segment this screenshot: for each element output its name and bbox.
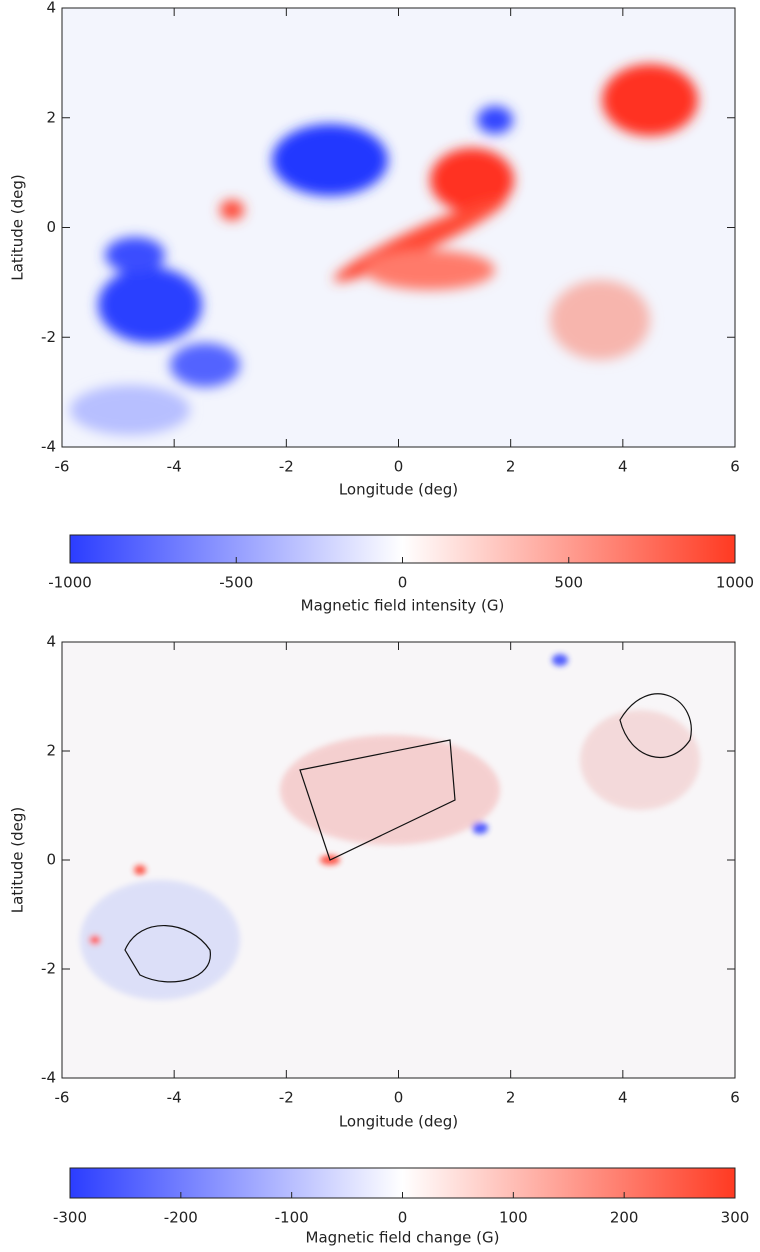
x-tick-label: 2 <box>506 458 516 476</box>
y-tick-label: 2 <box>46 742 56 760</box>
colorbar-label: Magnetic field change (G) <box>306 1229 500 1247</box>
y-tick-label: -4 <box>41 438 56 456</box>
x-tick-label: 6 <box>730 458 740 476</box>
x-tick-label: -2 <box>279 1089 294 1107</box>
x-tick-label: 2 <box>506 1089 516 1107</box>
colorbar-tick-label: 0 <box>398 574 408 592</box>
x-tick-label: -4 <box>167 1089 182 1107</box>
colorbar-tick-label: 200 <box>610 1209 639 1227</box>
x-tick-label: -6 <box>55 458 70 476</box>
y-tick-label: -2 <box>41 328 56 346</box>
x-axis-label: Longitude (deg) <box>339 481 458 499</box>
x-tick-label: -6 <box>55 1089 70 1107</box>
y-tick-label: -2 <box>41 960 56 978</box>
y-axis-label: Latitude (deg) <box>9 807 27 913</box>
colorbar-tick-label: -100 <box>275 1209 309 1227</box>
colorbar-tick-label: -300 <box>53 1209 87 1227</box>
colorbar-tick-label: -1000 <box>48 574 92 592</box>
y-tick-label: 0 <box>46 218 56 236</box>
colorbar-tick-label: 100 <box>499 1209 528 1227</box>
y-tick-label: 4 <box>46 0 56 17</box>
colorbar-tick-label: 0 <box>398 1209 408 1227</box>
x-tick-label: 4 <box>618 458 628 476</box>
x-tick-label: 4 <box>618 1089 628 1107</box>
x-tick-label: 6 <box>730 1089 740 1107</box>
y-axis-label: Latitude (deg) <box>9 174 27 280</box>
y-tick-label: -4 <box>41 1069 56 1087</box>
colorbar-tick-label: -200 <box>164 1209 198 1227</box>
x-tick-label: -4 <box>167 458 182 476</box>
magnetogram-image <box>62 8 735 447</box>
x-tick-label: -2 <box>279 458 294 476</box>
colorbar-tick-label: 1000 <box>716 574 754 592</box>
x-tick-label: 0 <box>394 458 404 476</box>
y-tick-label: 2 <box>46 108 56 126</box>
colorbar-tick-label: 300 <box>721 1209 750 1227</box>
y-tick-label: 4 <box>46 633 56 651</box>
x-tick-label: 0 <box>394 1089 404 1107</box>
colorbar-tick-label: 500 <box>554 574 583 592</box>
colorbar-tick-label: -500 <box>219 574 253 592</box>
x-axis-label: Longitude (deg) <box>339 1113 458 1131</box>
change-image <box>62 642 735 1078</box>
y-tick-label: 0 <box>46 851 56 869</box>
colorbar-label: Magnetic field intensity (G) <box>301 597 505 615</box>
